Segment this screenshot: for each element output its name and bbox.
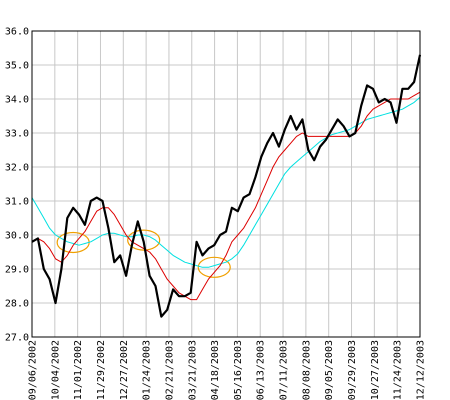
y-tick-label: 33.0 [5, 129, 29, 140]
series-line-price [31, 54, 422, 318]
x-tick-label: 11/29/2002 [96, 340, 107, 400]
x-tick-label: 09/29/2003 [347, 340, 358, 400]
x-tick-label: 03/21/2003 [187, 340, 198, 400]
x-tick-label: 08/08/2003 [301, 340, 312, 400]
x-tick-label: 01/24/2003 [142, 340, 153, 400]
x-tick-label: 10/04/2002 [50, 340, 61, 400]
y-tick-label: 27.0 [5, 333, 29, 344]
y-axis: 27.0 28.0 29.0 30.0 31.0 32.0 33.0 34.0 35.0 36.0 [5, 27, 29, 344]
x-tick-label: 09/05/2003 [324, 340, 335, 400]
grid [31, 30, 421, 338]
y-tick-label: 32.0 [5, 163, 29, 174]
plot-area [32, 31, 420, 337]
x-tick-label: 12/12/2003 [416, 340, 427, 400]
highlight-ellipse [197, 256, 231, 278]
x-axis: 09/06/2002 10/04/2002 11/01/2002 11/29/2002… [28, 340, 427, 400]
y-tick-label: 36.0 [5, 27, 29, 38]
y-tick-label: 31.0 [5, 197, 29, 208]
x-tick-label: 11/24/2003 [393, 340, 404, 400]
y-tick-label: 35.0 [5, 61, 29, 72]
y-tick-label: 34.0 [5, 95, 29, 106]
series-line-ma-long [31, 96, 421, 268]
y-tick-label: 29.0 [5, 265, 29, 276]
x-tick-label: 04/18/2003 [210, 340, 221, 400]
x-tick-label: 11/01/2002 [73, 340, 84, 400]
y-tick-label: 30.0 [5, 231, 29, 242]
x-tick-label: 09/06/2002 [28, 340, 39, 400]
x-tick-label: 06/13/2003 [256, 340, 267, 400]
x-tick-label: 05/16/2003 [233, 340, 244, 400]
x-tick-label: 02/21/2003 [164, 340, 175, 400]
series-group [31, 54, 422, 318]
x-tick-label: 10/27/2003 [370, 340, 381, 400]
x-tick-label: 12/27/2002 [119, 340, 130, 400]
x-tick-label: 07/11/2003 [279, 340, 290, 400]
highlight-ellipse [127, 229, 161, 251]
plot-frame [31, 30, 421, 338]
y-tick-label: 28.0 [5, 299, 29, 310]
